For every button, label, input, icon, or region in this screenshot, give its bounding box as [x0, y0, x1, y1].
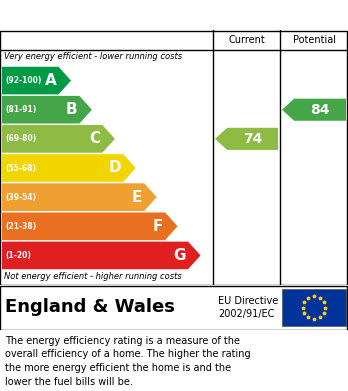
Text: Current: Current: [228, 35, 265, 45]
Text: England & Wales: England & Wales: [5, 298, 175, 316]
Text: (69-80): (69-80): [5, 135, 36, 143]
Polygon shape: [2, 242, 200, 269]
Text: F: F: [153, 219, 163, 234]
Text: Potential: Potential: [293, 35, 335, 45]
Text: E: E: [132, 190, 142, 204]
Polygon shape: [2, 67, 71, 94]
Polygon shape: [215, 128, 278, 150]
Text: (39-54): (39-54): [5, 193, 36, 202]
Polygon shape: [2, 183, 157, 211]
Polygon shape: [2, 154, 136, 182]
Text: overall efficiency of a home. The higher the rating: overall efficiency of a home. The higher…: [5, 350, 251, 359]
Text: 74: 74: [243, 132, 262, 146]
Text: (92-100): (92-100): [5, 76, 41, 85]
Text: Very energy efficient - lower running costs: Very energy efficient - lower running co…: [4, 52, 182, 61]
Text: (55-68): (55-68): [5, 163, 36, 172]
Polygon shape: [2, 125, 115, 152]
Text: (21-38): (21-38): [5, 222, 36, 231]
Text: 84: 84: [310, 103, 330, 117]
Polygon shape: [2, 96, 92, 124]
Text: (81-91): (81-91): [5, 105, 36, 114]
Text: B: B: [66, 102, 78, 117]
Polygon shape: [2, 212, 177, 240]
Text: G: G: [174, 248, 186, 263]
Text: Energy Efficiency Rating: Energy Efficiency Rating: [10, 7, 212, 23]
Text: the more energy efficient the home is and the: the more energy efficient the home is an…: [5, 363, 231, 373]
Text: Not energy efficient - higher running costs: Not energy efficient - higher running co…: [4, 272, 182, 281]
Text: A: A: [45, 73, 56, 88]
Text: C: C: [89, 131, 101, 146]
Text: (1-20): (1-20): [5, 251, 31, 260]
Text: The energy efficiency rating is a measure of the: The energy efficiency rating is a measur…: [5, 336, 240, 346]
Polygon shape: [282, 99, 346, 121]
Text: EU Directive
2002/91/EC: EU Directive 2002/91/EC: [218, 296, 278, 319]
Bar: [282, 289, 346, 326]
Text: lower the fuel bills will be.: lower the fuel bills will be.: [5, 377, 133, 387]
Text: D: D: [109, 160, 121, 176]
